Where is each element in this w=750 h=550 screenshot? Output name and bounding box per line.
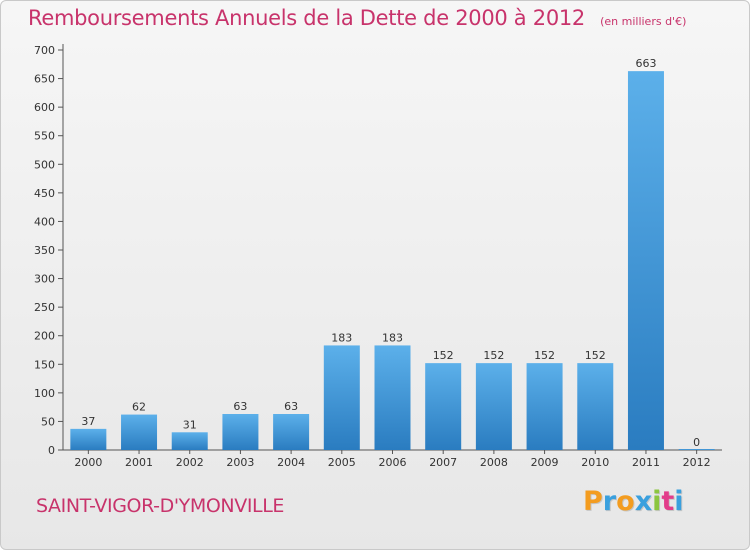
data-label-2011: 663 [635, 57, 656, 70]
bar-2002 [171, 432, 208, 450]
y-tick-label: 350 [34, 244, 55, 257]
y-tick-label: 200 [34, 330, 55, 343]
y-tick-label: 300 [34, 273, 55, 286]
bars [70, 71, 715, 451]
x-tick-label-2010: 2010 [581, 456, 609, 469]
data-label-2001: 62 [132, 401, 146, 414]
data-label-2000: 37 [81, 415, 95, 428]
x-tick-label-2006: 2006 [379, 456, 407, 469]
bar-2007 [425, 363, 462, 450]
x-tick-label-2004: 2004 [277, 456, 305, 469]
title-row: Remboursements Annuels de la Dette de 20… [28, 6, 686, 30]
logo-letter: P [583, 486, 603, 517]
y-tick-label: 0 [48, 444, 55, 457]
logo-letter: r [602, 486, 617, 517]
x-tick-label-2011: 2011 [632, 456, 660, 469]
bar-2004 [273, 414, 310, 450]
y-tick-label: 150 [34, 358, 55, 371]
y-tick-label: 400 [34, 215, 55, 228]
chart-title: Remboursements Annuels de la Dette de 20… [28, 6, 585, 30]
x-tick-label-2012: 2012 [683, 456, 711, 469]
y-tick-label: 50 [41, 415, 55, 428]
y-tick-label: 700 [34, 44, 55, 57]
data-label-2009: 152 [534, 349, 555, 362]
bar-2005 [323, 345, 360, 450]
y-tick-label: 450 [34, 187, 55, 200]
x-tick-label-2008: 2008 [480, 456, 508, 469]
chart-subtitle: (en milliers d'€) [600, 15, 687, 28]
labels: 2000 37 2001 62 2002 31 2003 63 2004 63 2005 183 200… [74, 57, 710, 469]
data-label-2003: 63 [233, 400, 247, 413]
logo-letter: i [674, 486, 684, 517]
y-tick-label: 650 [34, 73, 55, 86]
bar-2011 [627, 71, 664, 451]
x-tick-label-2003: 2003 [226, 456, 254, 469]
bar-2012 [678, 449, 715, 450]
x-tick-label-2000: 2000 [74, 456, 102, 469]
logo-letter: x [634, 486, 653, 517]
y-tick-label: 550 [34, 130, 55, 143]
bar-2006 [374, 345, 411, 450]
x-tick-label-2001: 2001 [125, 456, 153, 469]
x-tick-label-2007: 2007 [429, 456, 457, 469]
logo-letter: t [661, 486, 675, 517]
bar-2000 [70, 428, 107, 450]
y-tick-label: 500 [34, 158, 55, 171]
bar-2008 [475, 363, 512, 450]
bar-2003 [222, 414, 259, 450]
bar-2009 [526, 363, 563, 450]
x-tick-label-2002: 2002 [176, 456, 204, 469]
x-tick-label-2005: 2005 [328, 456, 356, 469]
data-label-2002: 31 [183, 418, 197, 431]
data-label-2010: 152 [585, 349, 606, 362]
data-label-2006: 183 [382, 331, 403, 344]
y-tick-label: 250 [34, 301, 55, 314]
data-label-2004: 63 [284, 400, 298, 413]
bar-2001 [121, 414, 158, 450]
data-label-2007: 152 [433, 349, 454, 362]
proxiti-logo: Proxiti [583, 486, 684, 517]
data-label-2012: 0 [693, 436, 700, 449]
logo-letter: o [616, 486, 635, 517]
y-tick-label: 600 [34, 101, 55, 114]
x-tick-label-2009: 2009 [531, 456, 559, 469]
data-label-2008: 152 [483, 349, 504, 362]
commune-name: SAINT-VIGOR-D'YMONVILLE [36, 495, 284, 517]
y-tick-label: 100 [34, 387, 55, 400]
bar-2010 [577, 363, 614, 450]
data-label-2005: 183 [331, 331, 352, 344]
logo-letter: i [652, 486, 662, 517]
